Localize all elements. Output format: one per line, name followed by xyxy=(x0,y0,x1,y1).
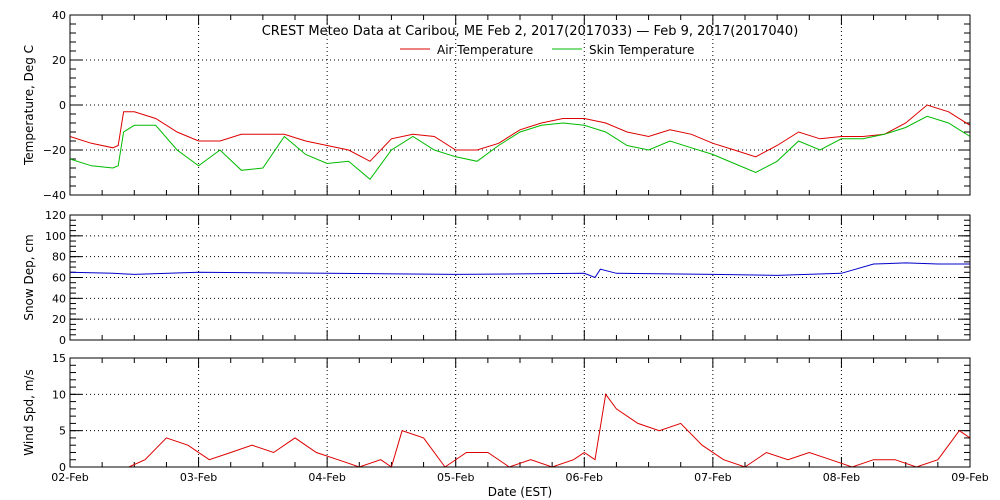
panel-2-y-tick-label: 60 xyxy=(52,272,66,285)
panel-1-air-temperature-line xyxy=(69,104,971,162)
x-tick-label: 04-Feb xyxy=(308,471,345,484)
chart-title: CREST Meteo Data at Caribou, ME Feb 2, 2… xyxy=(262,24,799,39)
panel-2-y-tick-label: 0 xyxy=(59,334,66,347)
panel-2-y-tick-label: 120 xyxy=(45,209,66,222)
panel-1-y-tick-label: −40 xyxy=(43,189,66,202)
panel-1-y-tick-label: 40 xyxy=(52,9,66,22)
panel-2-y-axis-label: Snow Dep, cm xyxy=(22,234,36,320)
panel-1-skin-temperature-line xyxy=(69,115,971,181)
x-tick-label: 06-Feb xyxy=(566,471,603,484)
panel-3-frame xyxy=(69,357,971,468)
legend-air-temperature-label: Air Temperature xyxy=(437,43,533,57)
panel-3-y-tick-label: 0 xyxy=(59,461,66,474)
panel-3-series-1-line xyxy=(70,393,971,468)
panel-1-y-tick-label: 20 xyxy=(52,54,66,67)
panel-3-y-tick-label: 10 xyxy=(52,388,66,401)
panel-1-y-tick-label: −20 xyxy=(43,144,66,157)
panel-2-y-tick-label: 20 xyxy=(52,313,66,326)
panel-3-y-axis-label: Wind Spd, m/s xyxy=(22,369,36,455)
panel-2-y-tick-label: 100 xyxy=(45,230,66,243)
panel-2-y-tick-label: 40 xyxy=(52,292,66,305)
panel-2-frame xyxy=(69,214,971,341)
x-tick-label: 08-Feb xyxy=(823,471,860,484)
panel-1-y-axis-label: Temperature, Deg C xyxy=(22,45,36,166)
panel-1-y-tick-label: 0 xyxy=(59,99,66,112)
panel-3-y-tick-label: 5 xyxy=(59,425,66,438)
panel-2-series-1-line xyxy=(69,262,970,279)
legend-skin-temperature-label: Skin Temperature xyxy=(589,43,694,57)
x-tick-label: 05-Feb xyxy=(437,471,474,484)
x-axis-label: Date (EST) xyxy=(488,485,552,499)
panel-2-y-tick-label: 80 xyxy=(52,251,66,264)
panel-1-frame xyxy=(69,14,971,196)
x-tick-label: 07-Feb xyxy=(694,471,731,484)
x-tick-label: 02-Feb xyxy=(51,471,88,484)
x-tick-label: 09-Feb xyxy=(951,471,988,484)
x-tick-label: 03-Feb xyxy=(180,471,217,484)
panel-3-y-tick-label: 15 xyxy=(52,352,66,365)
